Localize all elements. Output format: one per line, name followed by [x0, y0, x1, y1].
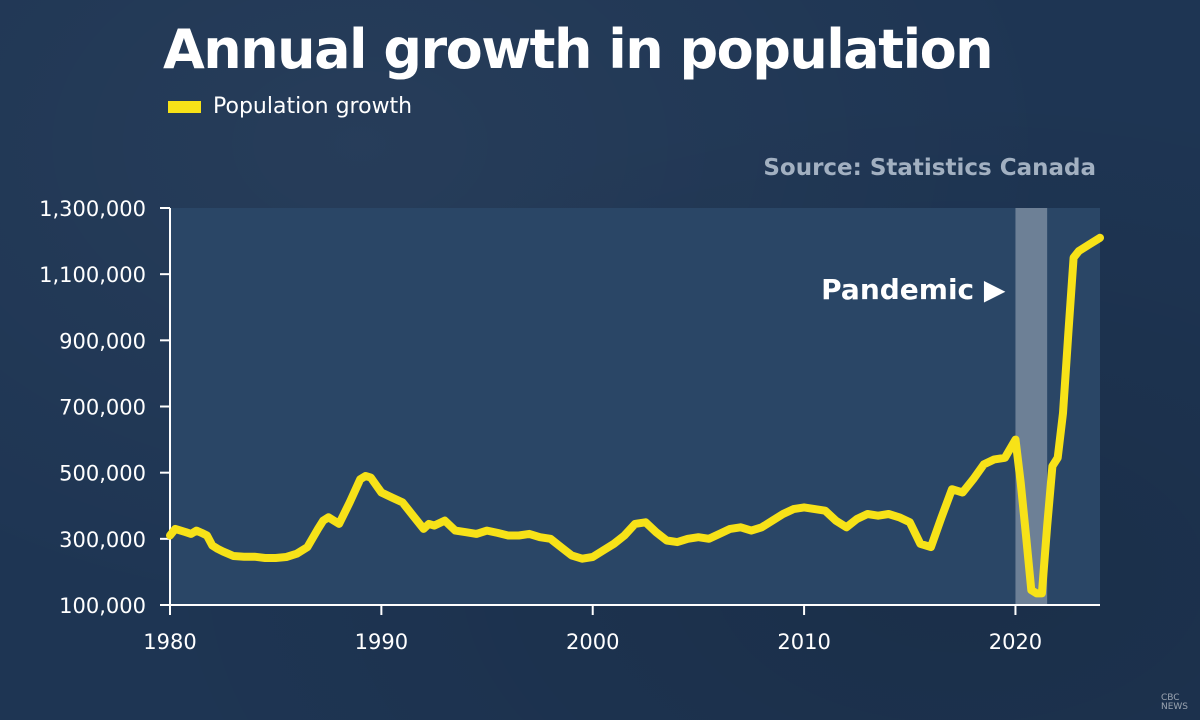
- source-note: Source: Statistics Canada: [763, 155, 1096, 181]
- annotation-layer: Pandemic ▶: [821, 273, 1006, 306]
- x-tick-label: 2000: [566, 630, 619, 654]
- y-tick-label: 100,000: [59, 594, 146, 618]
- chart-title: Annual growth in population: [163, 18, 994, 81]
- legend: Population growth: [168, 94, 412, 119]
- cbc-news-watermark: CBC NEWS: [1161, 694, 1188, 712]
- series-layer: [166, 233, 1104, 598]
- legend-label: Population growth: [213, 94, 413, 119]
- legend-swatch: [168, 100, 201, 113]
- plot-area: [170, 208, 1100, 605]
- y-tick-label: 700,000: [59, 396, 146, 420]
- watermark-line-1: CBC: [1160, 693, 1180, 703]
- x-tick-label: 2020: [989, 630, 1042, 654]
- pandemic-band-layer: [1015, 208, 1048, 605]
- y-tick-label: 500,000: [59, 462, 146, 486]
- y-tick-label: 1,100,000: [39, 263, 146, 287]
- y-tick-label: 300,000: [59, 528, 146, 552]
- tick-layer: 100,000 300,000 500,000 700,000 900,000 1,100…: [39, 197, 1042, 654]
- pandemic-band: [1015, 208, 1048, 605]
- series-line-population-growth: [166, 233, 1104, 598]
- watermark-line-2: NEWS: [1160, 702, 1188, 712]
- y-tick-label: 1,300,000: [39, 197, 146, 221]
- x-tick-label: 2010: [777, 630, 830, 654]
- pandemic-label: Pandemic ▶: [821, 273, 1006, 306]
- x-tick-label: 1980: [143, 630, 196, 654]
- x-tick-label: 1990: [355, 630, 408, 654]
- y-tick-label: 900,000: [59, 329, 146, 353]
